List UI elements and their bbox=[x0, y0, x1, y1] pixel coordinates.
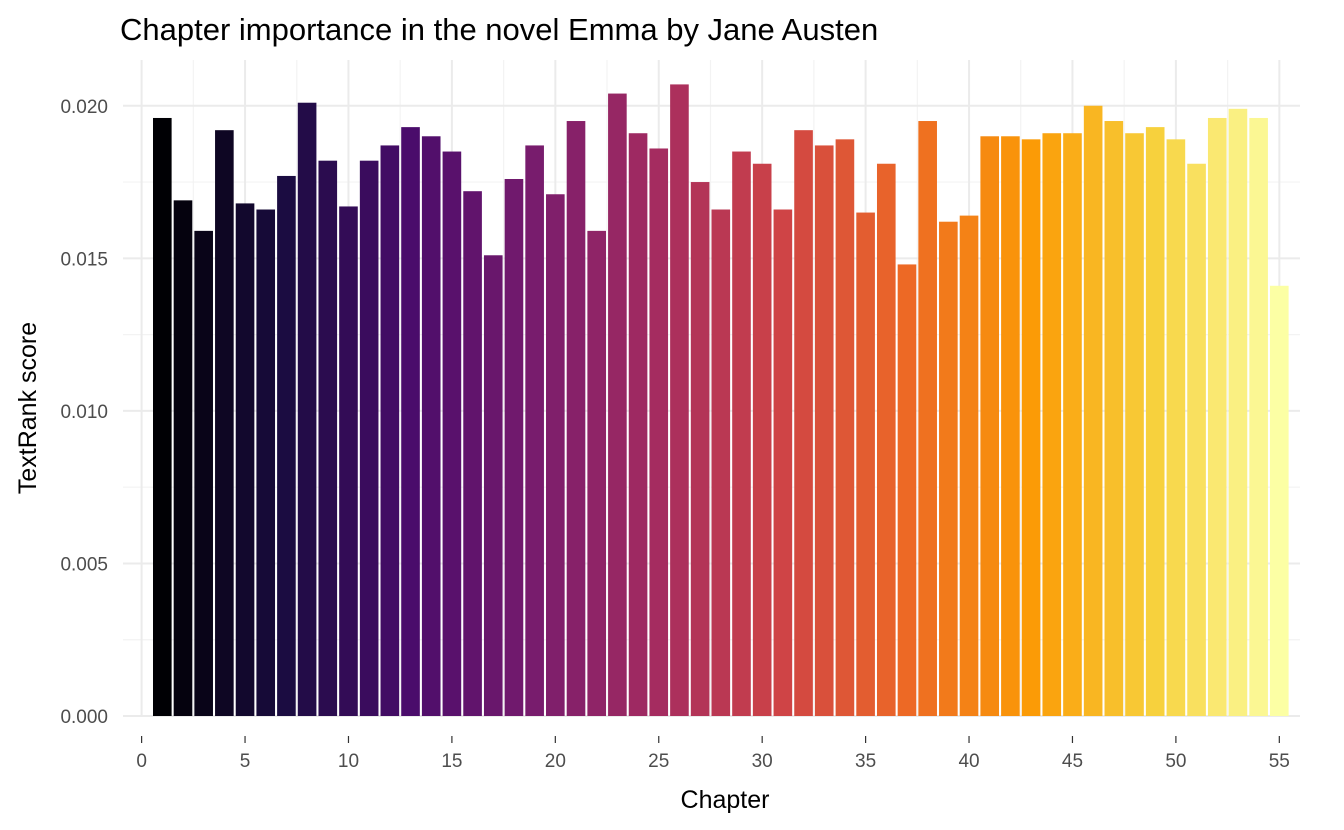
bar-chapter-55 bbox=[1270, 285, 1289, 716]
x-axis-title: Chapter bbox=[681, 786, 770, 814]
bar-chapter-18 bbox=[504, 178, 524, 716]
x-tick-label: 45 bbox=[1062, 751, 1083, 772]
x-tick-label: 55 bbox=[1269, 751, 1290, 772]
bar-chapter-36 bbox=[876, 163, 896, 717]
bar-chapter-44 bbox=[1042, 133, 1062, 716]
bar-chapter-13 bbox=[401, 127, 420, 716]
x-tick-label: 0 bbox=[136, 751, 147, 772]
bar-chapter-11 bbox=[359, 160, 379, 717]
bar-chapter-41 bbox=[980, 136, 1000, 717]
chart-title: Chapter importance in the novel Emma by … bbox=[120, 12, 878, 47]
bar-chapter-3 bbox=[194, 230, 213, 716]
bar-chapter-37 bbox=[897, 264, 917, 716]
bar-chapter-27 bbox=[690, 182, 710, 716]
bar-chapter-4 bbox=[215, 130, 234, 716]
bar-chapter-24 bbox=[628, 133, 648, 716]
x-tick-label: 40 bbox=[958, 751, 979, 772]
y-tick-label: 0.005 bbox=[60, 554, 108, 575]
bar-chapter-28 bbox=[711, 209, 731, 717]
bar-chapter-2 bbox=[173, 200, 193, 716]
bar-chapter-53 bbox=[1228, 108, 1248, 716]
bar-chapter-32 bbox=[794, 130, 813, 716]
bar-chapter-54 bbox=[1249, 117, 1268, 716]
bar-chapter-31 bbox=[773, 209, 793, 717]
bar-chapter-9 bbox=[318, 160, 338, 717]
bar-chapter-16 bbox=[463, 191, 482, 716]
x-tick-label: 25 bbox=[648, 751, 669, 772]
x-tick-label: 35 bbox=[855, 751, 876, 772]
bar-chapter-40 bbox=[959, 215, 979, 716]
bar-chapter-10 bbox=[339, 206, 358, 716]
bar-chapter-8 bbox=[297, 102, 317, 716]
bar-chapter-7 bbox=[277, 175, 296, 716]
bar-chapter-21 bbox=[566, 121, 586, 716]
bar-chapter-20 bbox=[546, 194, 565, 716]
bar-chapter-39 bbox=[939, 221, 958, 717]
bar-chapter-42 bbox=[1001, 136, 1020, 717]
x-axis-ticks: 0 5 10 15 20 25 30 35 40 45 50 55 bbox=[136, 736, 1290, 772]
bar-chapter-17 bbox=[483, 255, 503, 716]
bar-chapter-47 bbox=[1104, 121, 1124, 716]
x-tick-label: 50 bbox=[1165, 751, 1186, 772]
bar-chapter-52 bbox=[1207, 117, 1227, 716]
bar-chapter-50 bbox=[1166, 139, 1186, 717]
bar-chapter-33 bbox=[814, 145, 834, 716]
bar-chapter-34 bbox=[835, 139, 855, 717]
x-tick-label: 5 bbox=[240, 751, 251, 772]
y-tick-label: 0.015 bbox=[60, 249, 108, 270]
bar-chapter-48 bbox=[1125, 133, 1144, 716]
bar-chapter-45 bbox=[1063, 133, 1082, 716]
bar-chapter-22 bbox=[587, 230, 607, 716]
bar-chapter-29 bbox=[732, 151, 751, 716]
bar-chapter-6 bbox=[256, 209, 276, 717]
bar-chapter-12 bbox=[380, 145, 400, 716]
bar-chapter-15 bbox=[442, 151, 462, 716]
x-tick-label: 30 bbox=[752, 751, 773, 772]
bar-chapter-19 bbox=[525, 145, 544, 716]
bar-chapter-43 bbox=[1021, 139, 1041, 717]
y-axis-ticks: 0.000 0.005 0.010 0.015 0.020 bbox=[60, 97, 108, 728]
x-tick-label: 10 bbox=[338, 751, 359, 772]
bar-chapter-23 bbox=[608, 93, 627, 716]
y-tick-label: 0.020 bbox=[60, 97, 108, 118]
x-tick-label: 20 bbox=[545, 751, 566, 772]
bar-chapter-49 bbox=[1145, 127, 1165, 716]
bar-chapter-26 bbox=[670, 84, 689, 716]
bar-chapter-5 bbox=[235, 203, 255, 716]
bar-chapter-1 bbox=[152, 117, 172, 716]
bar-chapter-38 bbox=[918, 121, 937, 716]
bar-chapter-46 bbox=[1083, 105, 1103, 716]
bar-chapter-51 bbox=[1187, 163, 1206, 717]
y-axis-title: TextRank score bbox=[14, 322, 42, 494]
x-tick-label: 15 bbox=[441, 751, 462, 772]
bar-chapter-30 bbox=[752, 163, 772, 717]
bar-chapter-35 bbox=[856, 212, 875, 716]
y-tick-label: 0.000 bbox=[60, 707, 108, 728]
bars bbox=[152, 84, 1289, 717]
y-tick-label: 0.010 bbox=[60, 402, 108, 423]
bar-chapter-14 bbox=[421, 136, 441, 717]
bar-chapter-25 bbox=[649, 148, 669, 717]
